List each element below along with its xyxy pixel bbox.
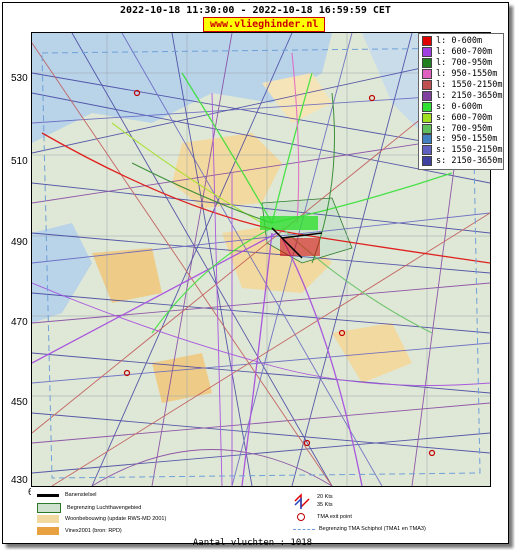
legend-runway: Banenstelsel bbox=[37, 492, 97, 498]
airport-swatch bbox=[37, 503, 61, 513]
runway-approach-cluster bbox=[260, 216, 318, 230]
period-title: 2022-10-18 11:30:00 - 2022-10-18 16:59:5… bbox=[120, 5, 391, 16]
legend-label: s: 600-700m bbox=[436, 112, 493, 123]
legend-item: l: 2150-3650m bbox=[419, 90, 503, 101]
legend-label: l: 0-600m bbox=[436, 36, 483, 47]
legend-item: l: 600-700m bbox=[419, 47, 503, 58]
legend-swatch bbox=[422, 123, 432, 134]
legend-airport-boundary: Begrenzing Luchthavengebied bbox=[37, 503, 141, 513]
legend-label: s: 2150-3650m bbox=[436, 156, 503, 167]
legend-housing: Woonbebouwing (update RWS-MD 2001) bbox=[37, 515, 166, 523]
legend-item: s: 600-700m bbox=[419, 112, 503, 123]
y-tick-470: 470 bbox=[11, 317, 28, 328]
vinex-swatch bbox=[37, 527, 59, 535]
legend-swatch bbox=[422, 90, 432, 101]
runway-system bbox=[271, 227, 323, 259]
legend-swatch bbox=[422, 112, 432, 123]
y-tick-510: 510 bbox=[11, 156, 28, 167]
y-tick-490: 490 bbox=[11, 237, 28, 248]
legend-vinex: Vinex2001 (bron: RPD) bbox=[37, 527, 122, 535]
legend-label: s: 700-950m bbox=[436, 123, 493, 134]
legend-label: l: 700-950m bbox=[436, 58, 493, 69]
legend-wind: 20 Kts 35 Kts bbox=[293, 493, 333, 509]
legend-item: l: 1550-2150m bbox=[419, 80, 503, 91]
legend-label: s: 950-1550m bbox=[436, 134, 498, 145]
legend-label: s: 0-600m bbox=[436, 101, 483, 112]
legend-swatch bbox=[422, 134, 432, 145]
legend-label: l: 1550-2150m bbox=[436, 80, 503, 90]
legend-swatch bbox=[422, 58, 432, 69]
legend-label: l: 600-700m bbox=[436, 47, 493, 58]
town-area bbox=[92, 248, 162, 303]
legend-swatch bbox=[422, 101, 432, 112]
town-area bbox=[152, 353, 212, 403]
tma-boundary-swatch bbox=[293, 528, 315, 530]
legend-tma-boundary: Begrenzing TMA Schiphol (TMA1 en TMA3) bbox=[293, 526, 426, 532]
chart-frame: 2022-10-18 11:30:00 - 2022-10-18 16:59:5… bbox=[2, 2, 509, 544]
legend-swatch bbox=[422, 156, 432, 167]
legend-item: s: 2150-3650m bbox=[419, 156, 503, 167]
legend-label: s: 1550-2150m bbox=[436, 145, 503, 156]
tma-exit-icon bbox=[297, 513, 305, 521]
legend-item: s: 700-950m bbox=[419, 123, 503, 134]
runway-departure-cluster bbox=[280, 238, 320, 256]
wind-arrows-icon bbox=[294, 493, 310, 509]
housing-swatch bbox=[37, 515, 59, 523]
legend-swatch bbox=[422, 69, 432, 80]
legend-item: l: 950-1550m bbox=[419, 69, 503, 80]
legend-item: s: 1550-2150m bbox=[419, 145, 503, 156]
legend-swatch bbox=[422, 36, 432, 47]
legend-item: l: 700-950m bbox=[419, 58, 503, 69]
legend-swatch bbox=[422, 145, 432, 156]
flight-count: Aantal vluchten : 1018 bbox=[192, 538, 313, 548]
y-tick-450: 450 bbox=[11, 397, 28, 408]
tma-exit-points bbox=[123, 89, 436, 457]
tma-boundary bbox=[41, 47, 481, 479]
runway-swatch bbox=[37, 493, 59, 497]
legend-swatch bbox=[422, 80, 432, 90]
legend-label: l: 2150-3650m bbox=[436, 90, 503, 101]
y-tick-430: 430 bbox=[11, 475, 28, 486]
site-badge[interactable]: www.vlieghinder.nl bbox=[203, 17, 326, 32]
legend-label: l: 950-1550m bbox=[436, 69, 498, 80]
town-area bbox=[262, 73, 332, 123]
legend-item: s: 950-1550m bbox=[419, 134, 503, 145]
legend-swatch bbox=[422, 47, 432, 58]
map-legend: Banenstelsel Begrenzing Luchthavengebied… bbox=[31, 487, 489, 539]
legend-item: l: 0-600m bbox=[419, 36, 503, 47]
legend-tma-exit: TMA exit point bbox=[293, 513, 352, 521]
altitude-legend: l: 0-600m l: 600-700m l: 700-950m l: 950-15… bbox=[418, 33, 504, 170]
y-tick-530: 530 bbox=[11, 73, 28, 84]
legend-item: s: 0-600m bbox=[419, 101, 503, 112]
